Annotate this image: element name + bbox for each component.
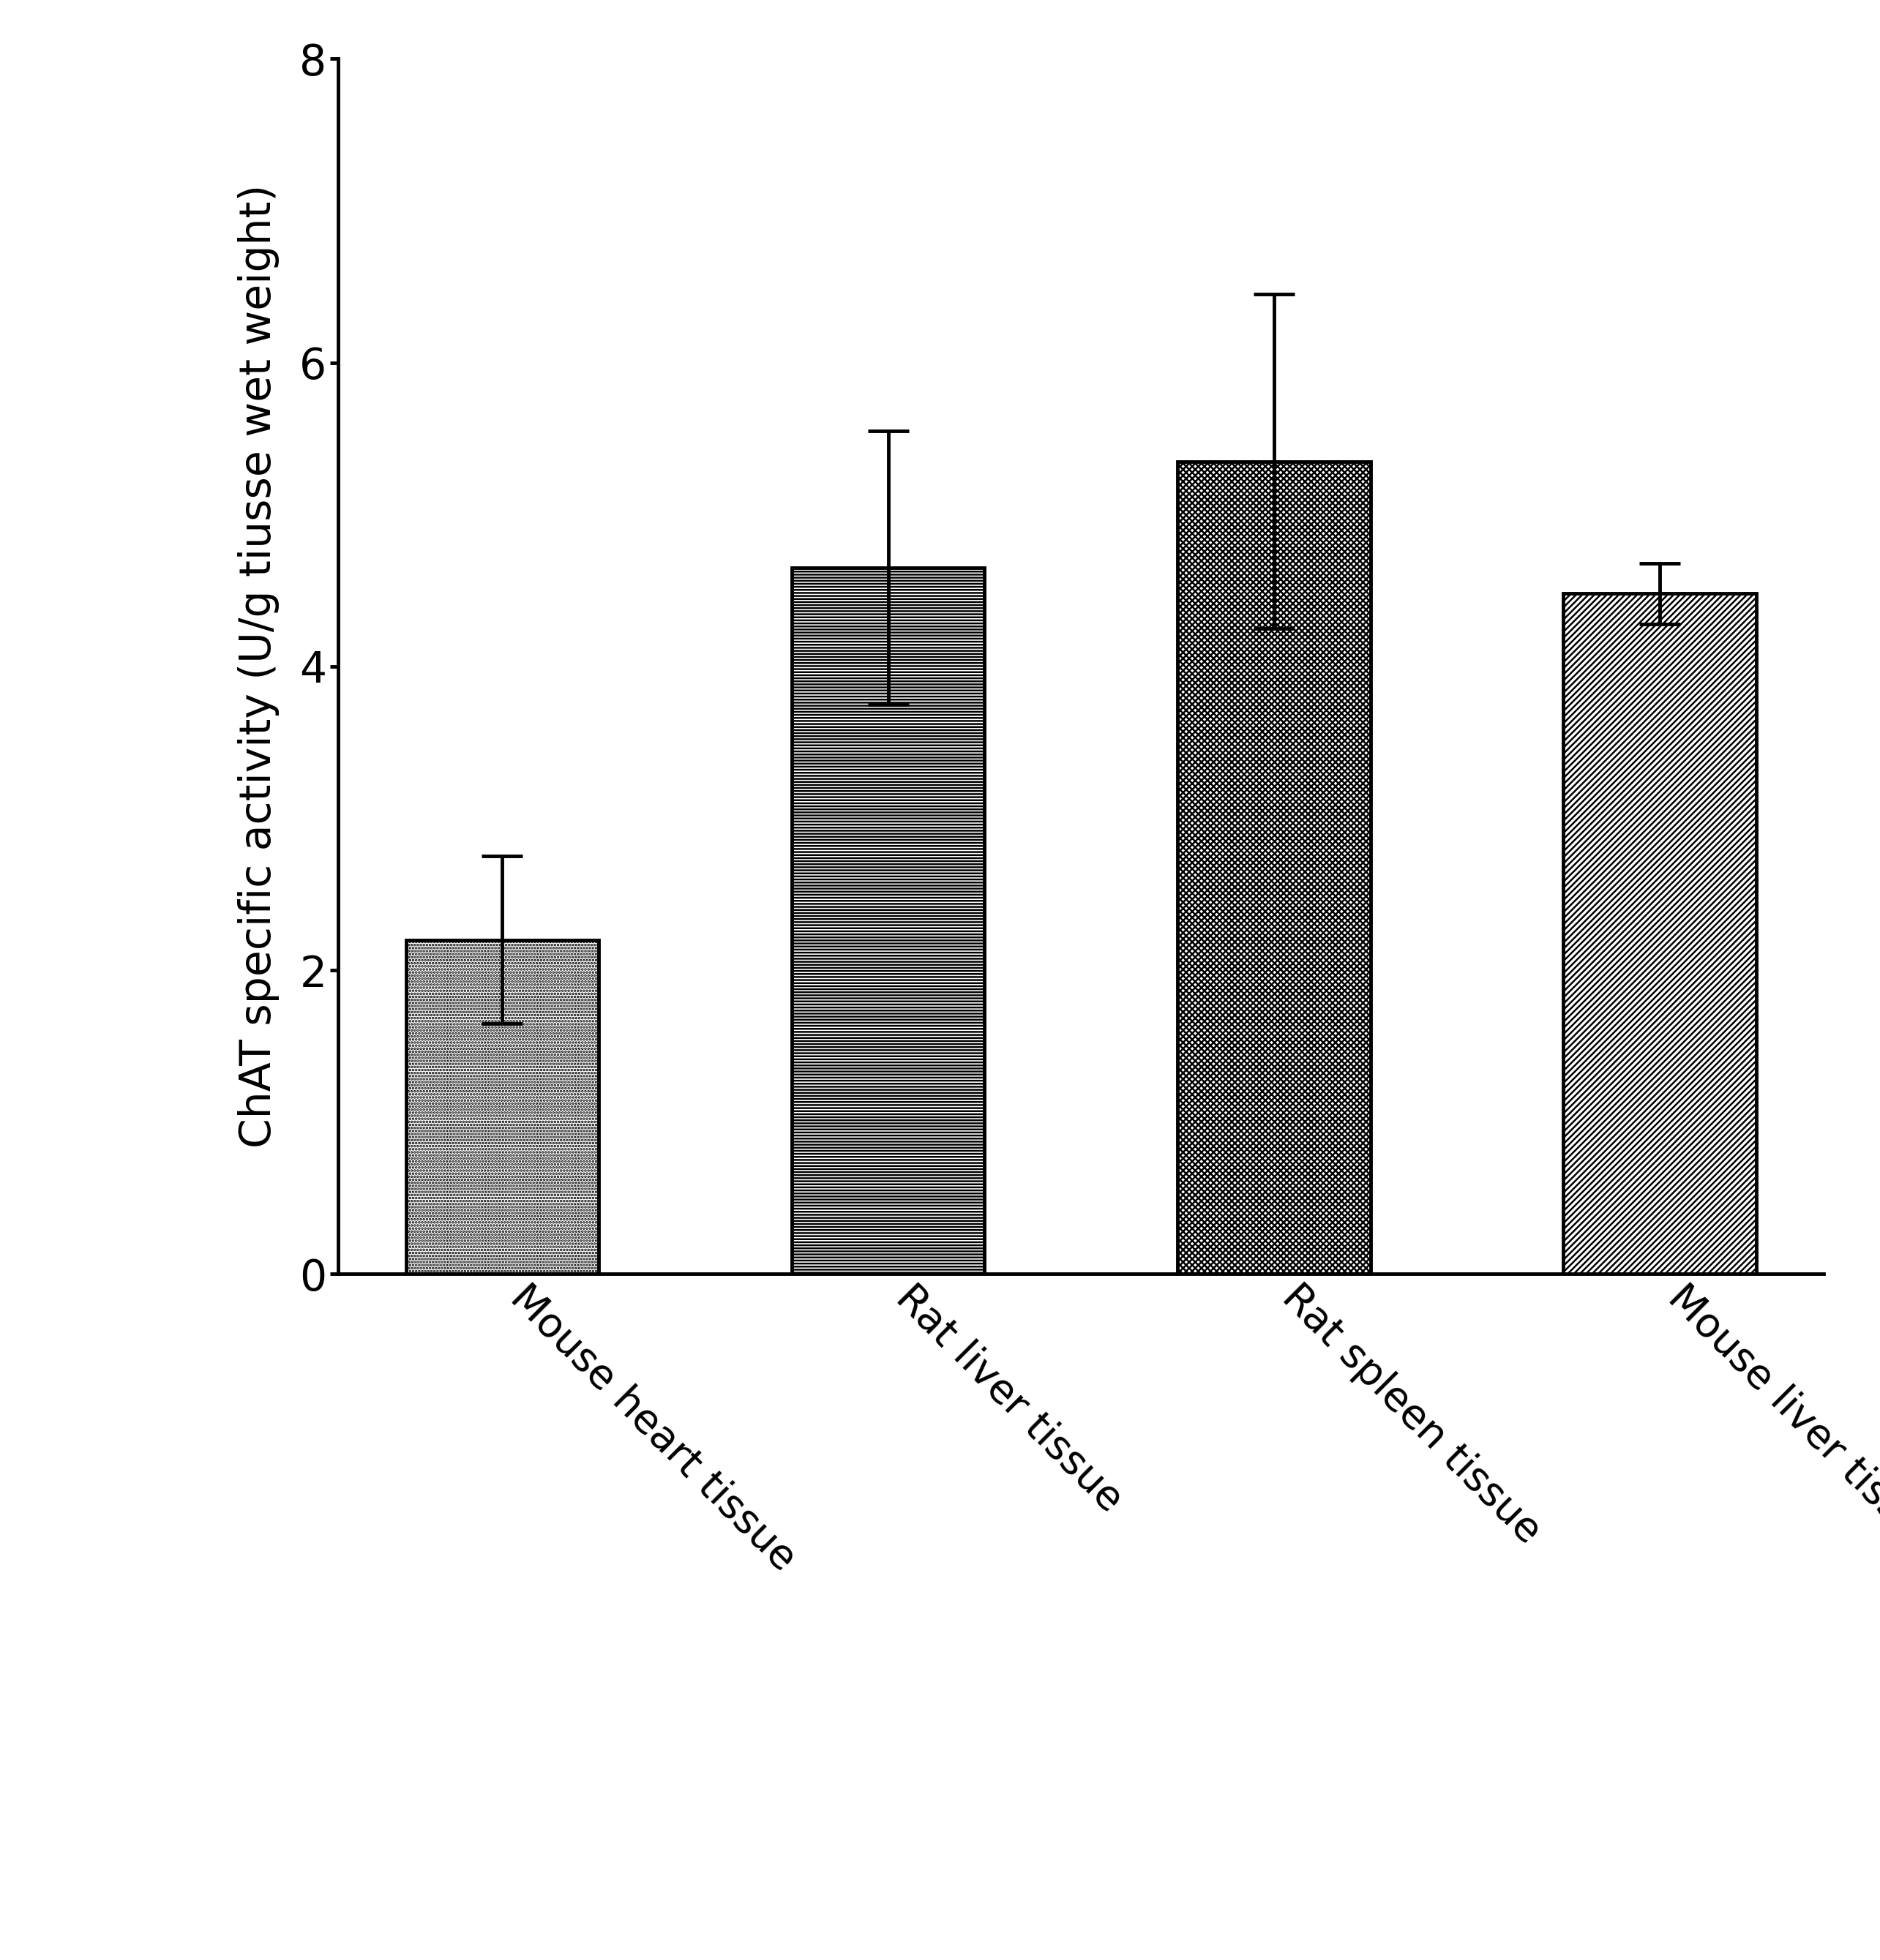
Y-axis label: ChAT specific activity (U/g tiusse wet weight): ChAT specific activity (U/g tiusse wet w… (237, 184, 280, 1149)
Bar (1177, 461, 1371, 1274)
Bar (791, 568, 985, 1274)
Bar (406, 941, 600, 1274)
Bar (1562, 594, 1756, 1274)
